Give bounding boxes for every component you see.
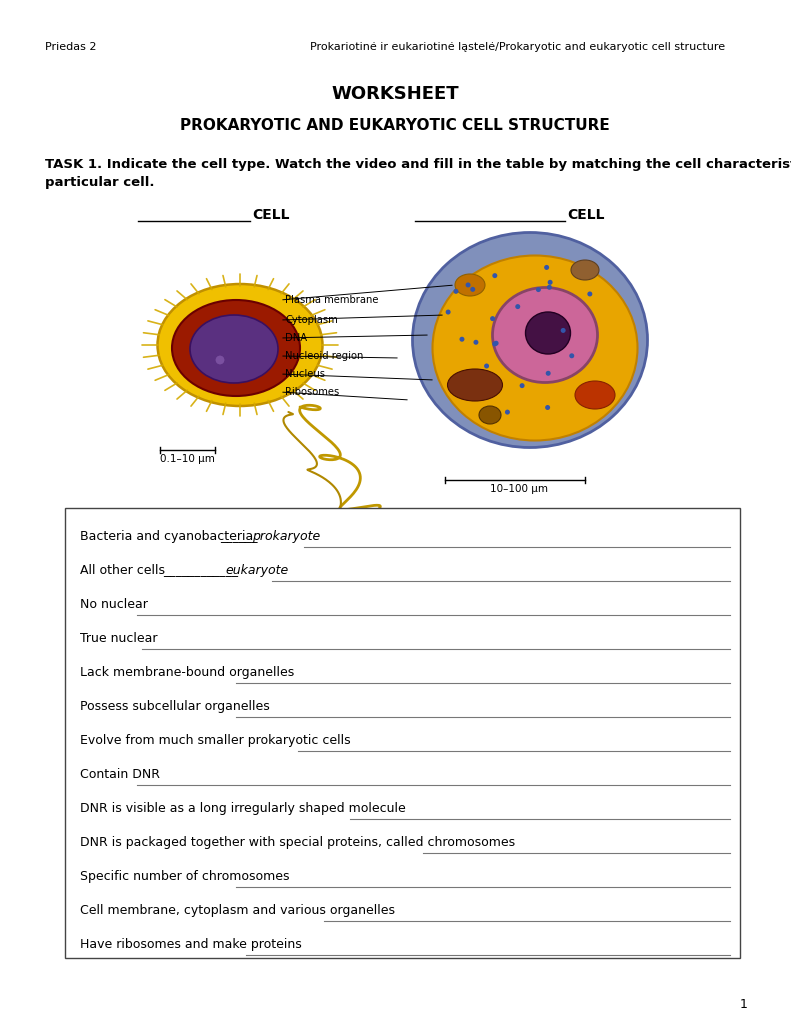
Text: Bacteria and cyanobacteria: Bacteria and cyanobacteria (80, 530, 257, 543)
Ellipse shape (448, 369, 502, 401)
Ellipse shape (484, 364, 489, 369)
Text: Nucleoid region: Nucleoid region (285, 351, 363, 361)
Ellipse shape (470, 287, 475, 292)
Ellipse shape (492, 273, 498, 279)
Text: Plasma membrane: Plasma membrane (285, 295, 379, 305)
Text: True nuclear: True nuclear (80, 632, 157, 645)
Ellipse shape (544, 265, 549, 270)
Ellipse shape (520, 383, 524, 388)
Ellipse shape (445, 309, 451, 314)
Ellipse shape (588, 292, 592, 297)
Ellipse shape (546, 371, 551, 376)
Text: All other cells: All other cells (80, 564, 169, 577)
Ellipse shape (460, 337, 464, 342)
Text: Contain DNR: Contain DNR (80, 768, 160, 781)
Text: CELL: CELL (252, 208, 290, 222)
Ellipse shape (494, 341, 498, 346)
Ellipse shape (172, 300, 300, 396)
Ellipse shape (515, 304, 520, 309)
Text: Nucleus: Nucleus (285, 369, 325, 379)
Ellipse shape (492, 341, 498, 346)
Text: 10–100 µm: 10–100 µm (490, 484, 548, 494)
Ellipse shape (455, 274, 485, 296)
Ellipse shape (479, 406, 501, 424)
Text: Cell membrane, cytoplasm and various organelles: Cell membrane, cytoplasm and various org… (80, 904, 395, 918)
Ellipse shape (493, 288, 597, 383)
Text: WORKSHEET: WORKSHEET (331, 85, 459, 103)
Ellipse shape (505, 410, 510, 415)
Text: CELL: CELL (567, 208, 604, 222)
Ellipse shape (453, 289, 459, 294)
Text: Ribosomes: Ribosomes (285, 387, 339, 397)
Text: Cytoplasm: Cytoplasm (285, 315, 338, 325)
Text: Lack membrane-bound organelles: Lack membrane-bound organelles (80, 666, 294, 679)
Ellipse shape (571, 260, 599, 280)
Text: DNA: DNA (285, 333, 307, 343)
Ellipse shape (490, 316, 495, 322)
Text: prokaryote: prokaryote (252, 530, 320, 543)
Text: 0.1–10 µm: 0.1–10 µm (160, 454, 215, 464)
Text: DNR is packaged together with special proteins, called chromosomes: DNR is packaged together with special pr… (80, 836, 515, 849)
Text: TASK 1. Indicate the cell type. Watch the video and fill in the table by matchin: TASK 1. Indicate the cell type. Watch th… (45, 158, 791, 171)
Ellipse shape (547, 280, 553, 285)
Text: ______: ______ (221, 530, 258, 543)
Text: Prokariotinė ir eukariotinė ląstelė/Prokaryotic and eukaryotic cell structur: Prokariotinė ir eukariotinė ląstelė/… (310, 42, 725, 52)
Ellipse shape (474, 340, 479, 345)
Ellipse shape (215, 355, 225, 365)
Text: DNR is visible as a long irregularly shaped molecule: DNR is visible as a long irregularly sha… (80, 802, 406, 815)
Ellipse shape (561, 328, 566, 333)
Text: Possess subcellular organelles: Possess subcellular organelles (80, 700, 270, 713)
Text: Priedas 2: Priedas 2 (45, 42, 97, 52)
Ellipse shape (433, 256, 638, 440)
Ellipse shape (157, 284, 323, 406)
Ellipse shape (570, 353, 574, 358)
Ellipse shape (545, 406, 550, 410)
Text: Specific number of chromosomes: Specific number of chromosomes (80, 870, 290, 883)
Text: ____________: ____________ (163, 564, 238, 577)
Ellipse shape (190, 315, 278, 383)
Ellipse shape (466, 283, 471, 288)
Ellipse shape (525, 312, 570, 354)
Text: No nuclear: No nuclear (80, 598, 152, 611)
Text: particular cell.: particular cell. (45, 176, 154, 189)
Ellipse shape (575, 381, 615, 409)
Text: PROKARYOTIC AND EUKARYOTIC CELL STRUCTURE: PROKARYOTIC AND EUKARYOTIC CELL STRUCTUR… (180, 118, 610, 133)
Bar (65, 508, 740, 958)
Ellipse shape (536, 287, 541, 292)
Text: 1: 1 (740, 998, 748, 1011)
Ellipse shape (412, 232, 648, 447)
Text: eukaryote: eukaryote (225, 564, 289, 577)
Text: Have ribosomes and make proteins: Have ribosomes and make proteins (80, 938, 301, 951)
Ellipse shape (547, 285, 552, 290)
Text: Evolve from much smaller prokaryotic cells: Evolve from much smaller prokaryotic cel… (80, 734, 350, 746)
